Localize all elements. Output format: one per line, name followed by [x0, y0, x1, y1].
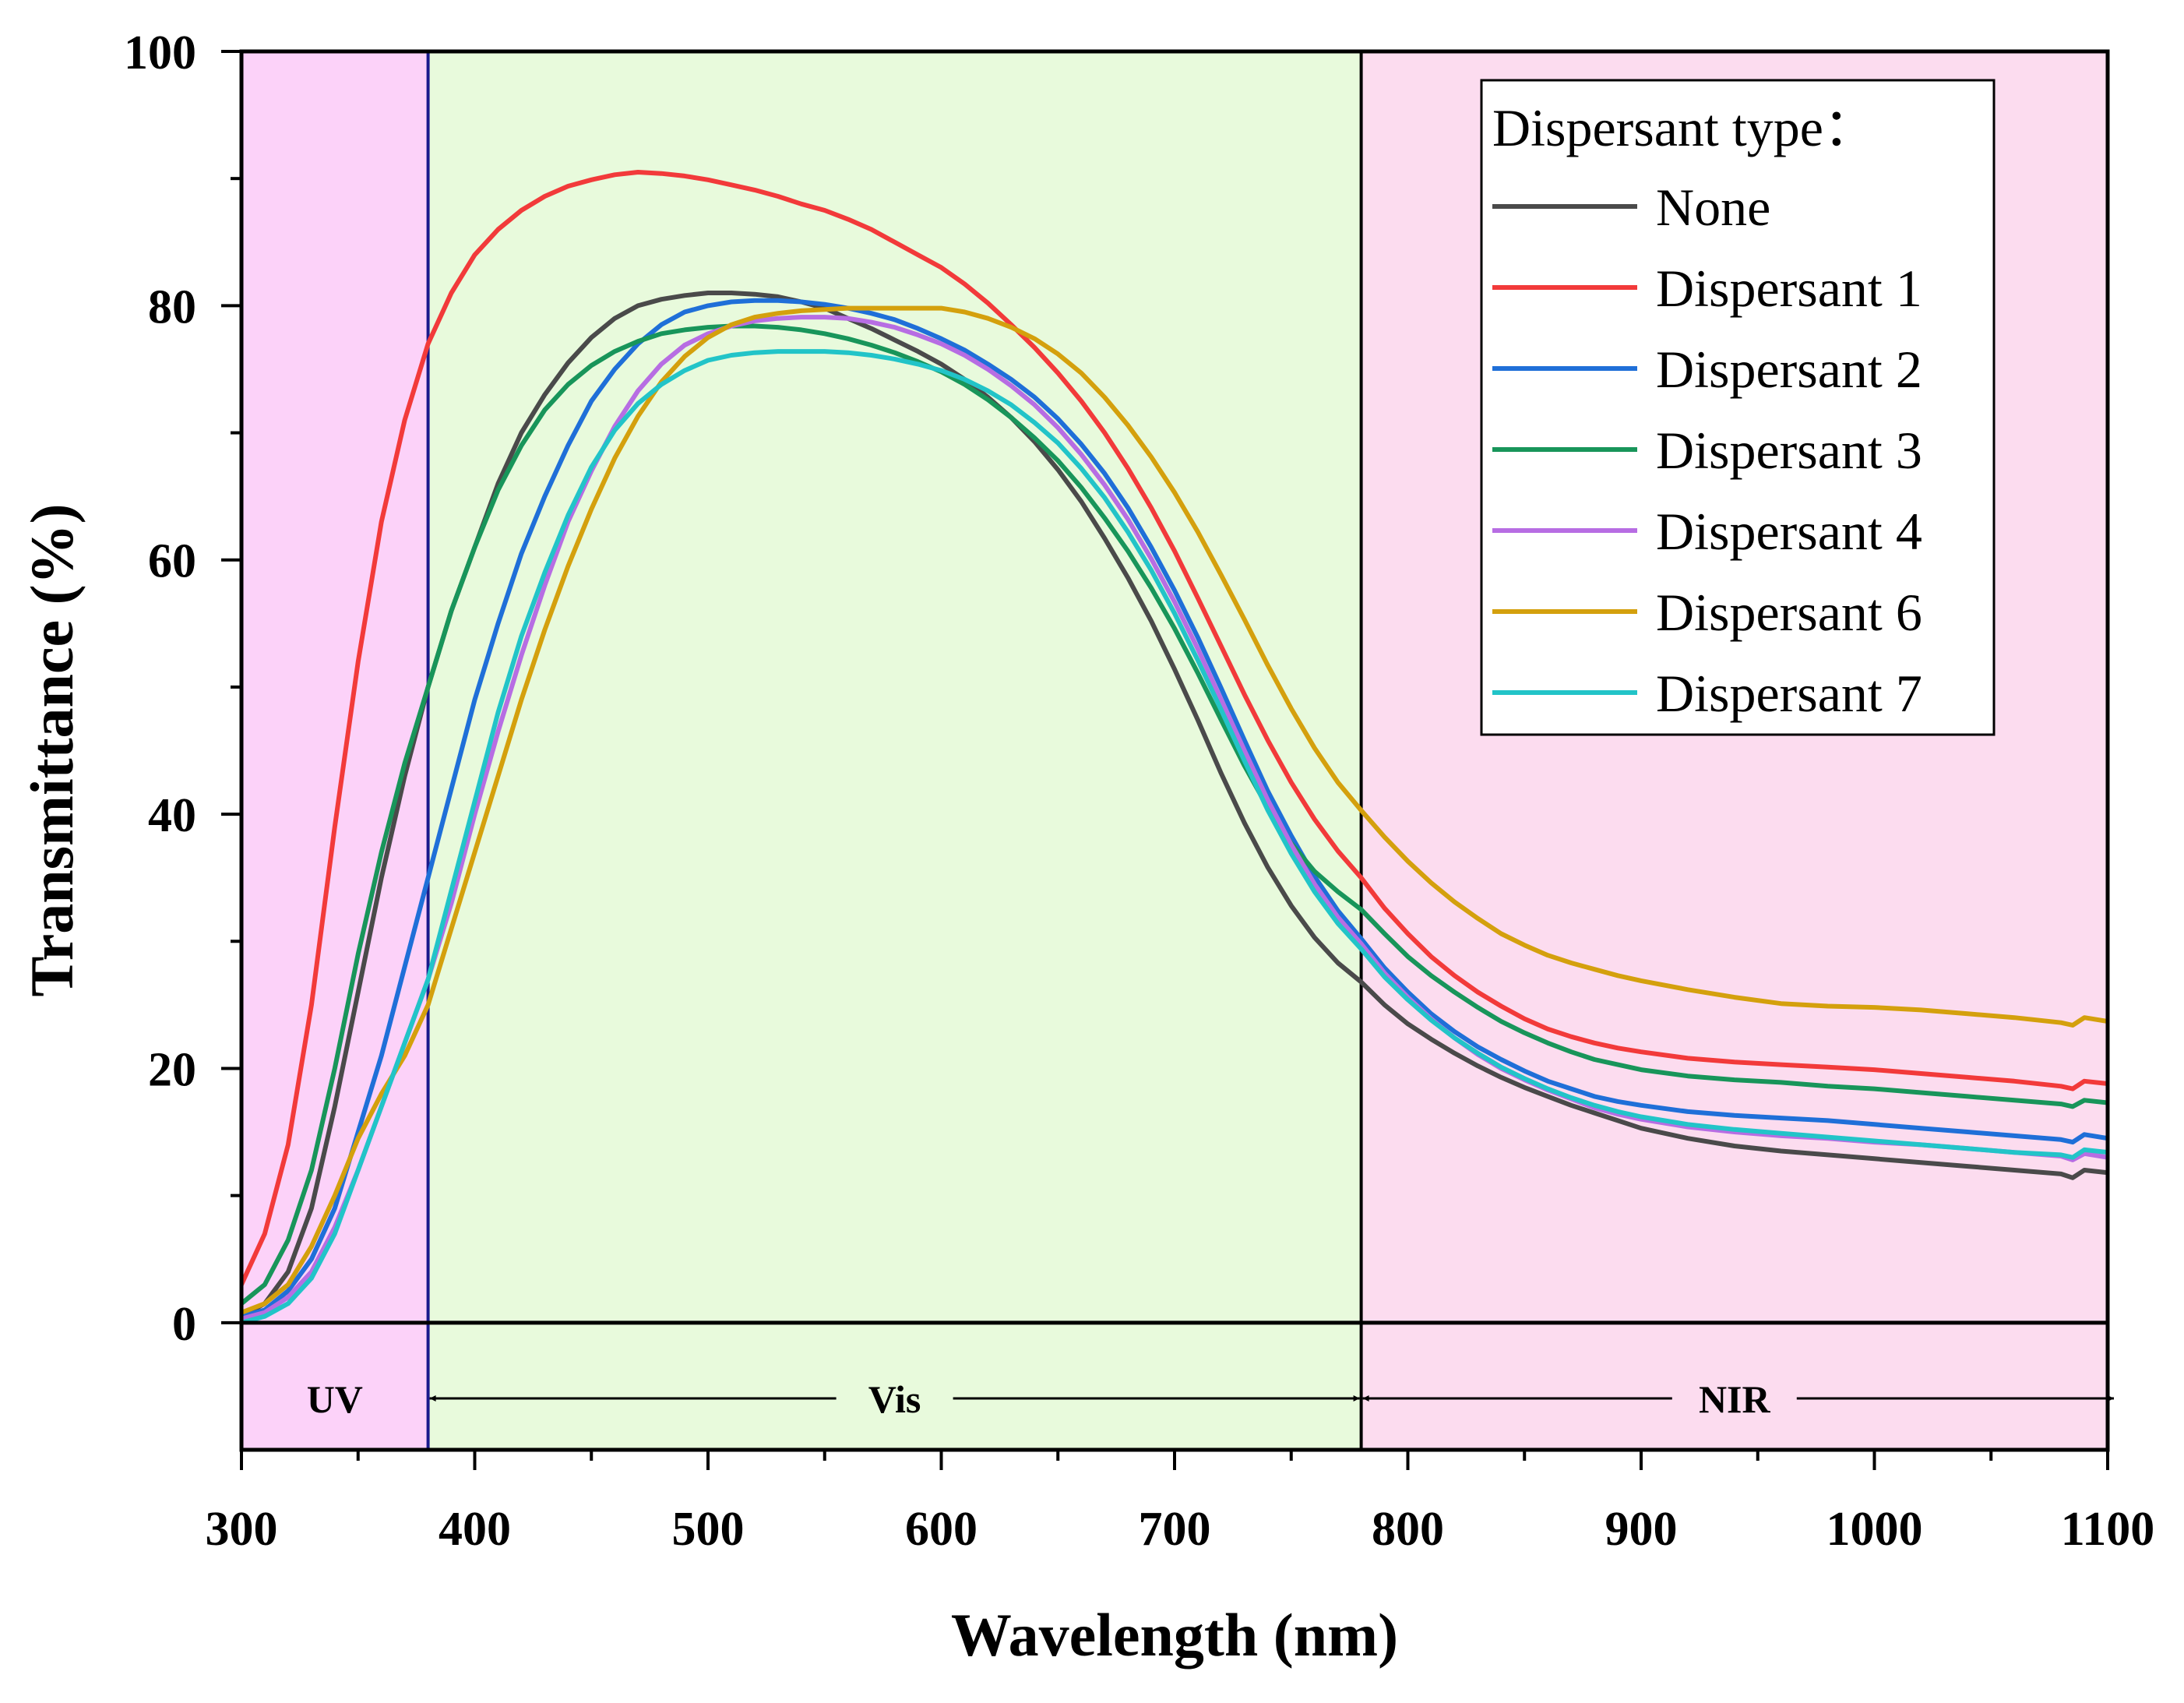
region-label-vis: Vis: [868, 1377, 921, 1421]
y-tick-label-60: 60: [148, 535, 196, 588]
x-tick-label-500: 500: [672, 1503, 745, 1556]
series-line-none: [241, 291, 2108, 1319]
x-tick-label-300: 300: [206, 1503, 278, 1556]
region-band-uv: [241, 51, 428, 1450]
legend-label-dispersant-1: Dispersant 1: [1656, 259, 1922, 318]
region-label-nir: NIR: [1699, 1377, 1771, 1421]
axes: 300 400 500 600 700 800 900 1000 1100 0 20 40 60 80 10…: [124, 26, 2154, 1556]
y-tick-label-20: 20: [148, 1043, 196, 1096]
legend-label-dispersant-2: Dispersant 2: [1656, 340, 1922, 399]
x-tick-label-800: 800: [1372, 1503, 1444, 1556]
legend-label-dispersant-7: Dispersant 7: [1656, 664, 1922, 723]
legend-title: Dispersant type：: [1492, 98, 1876, 157]
x-tick-label-700: 700: [1139, 1503, 1211, 1556]
y-axis-title: Transmittance (%): [18, 503, 86, 996]
region-band-vis: [428, 51, 1361, 1450]
y-tick-label-0: 0: [172, 1298, 196, 1351]
y-tick-label-100: 100: [124, 26, 196, 79]
series-line-dispersant-1: [241, 170, 2108, 1287]
series-line-dispersant-7: [241, 349, 2108, 1325]
x-tick-label-400: 400: [439, 1503, 511, 1556]
series-lines: [241, 170, 2108, 1325]
region-dividers: [426, 51, 1363, 1450]
region-label-uv: UV: [307, 1377, 363, 1421]
legend-label-dispersant-6: Dispersant 6: [1656, 583, 1922, 642]
legend-box: [1480, 79, 1996, 736]
legend-label-none: None: [1656, 178, 1770, 237]
region-labels: UV Vis NIR: [307, 1377, 2114, 1421]
y-tick-label-40: 40: [148, 789, 196, 842]
y-tick-label-80: 80: [148, 280, 196, 333]
x-tick-label-1000: 1000: [1826, 1503, 1923, 1556]
x-axis-title: Wavelength (nm): [951, 1601, 1398, 1669]
legend-label-dispersant-4: Dispersant 4: [1656, 502, 1922, 561]
series-line-dispersant-2: [241, 298, 2108, 1319]
x-tick-label-900: 900: [1605, 1503, 1678, 1556]
legend: Dispersant type： None Dispersant 1 Dispersa…: [1480, 79, 1996, 736]
series-line-dispersant-4: [241, 315, 2108, 1321]
x-tick-label-600: 600: [905, 1503, 978, 1556]
legend-label-dispersant-3: Dispersant 3: [1656, 421, 1922, 480]
x-tick-label-1100: 1100: [2061, 1503, 2155, 1556]
series-line-dispersant-3: [241, 323, 2108, 1306]
series-line-dispersant-6: [241, 305, 2108, 1315]
